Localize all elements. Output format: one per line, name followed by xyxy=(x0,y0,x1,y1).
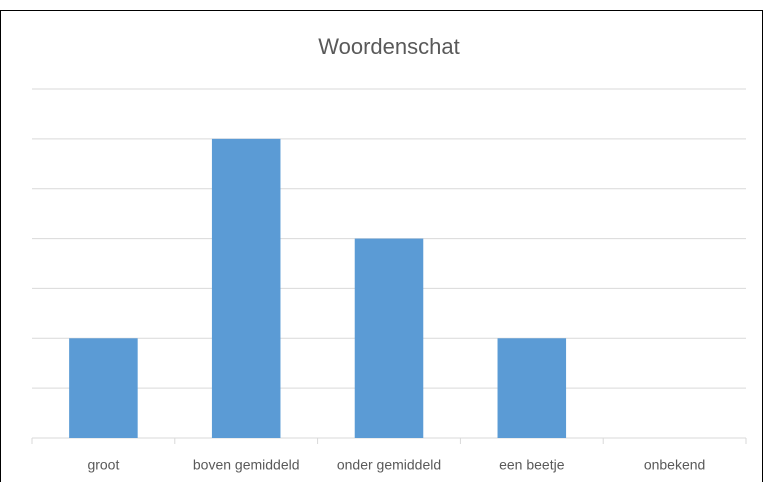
bar xyxy=(211,138,281,438)
x-tick-label: onder gemiddeld xyxy=(337,457,441,473)
x-tick-label: onbekend xyxy=(644,457,706,473)
x-tick-label: groot xyxy=(87,457,119,473)
bar xyxy=(354,238,424,438)
x-tick-label: boven gemiddeld xyxy=(193,457,300,473)
bar xyxy=(497,338,567,438)
bar xyxy=(69,338,138,438)
x-tick-label: een beetje xyxy=(499,457,565,473)
chart-title: Woordenschat xyxy=(318,34,459,59)
